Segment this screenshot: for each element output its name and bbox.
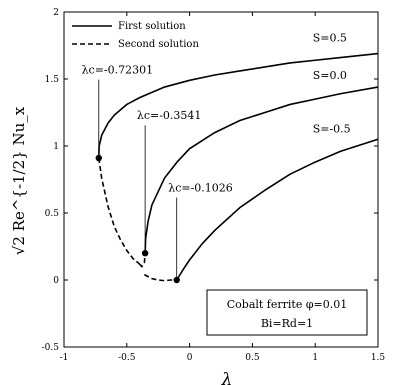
x-tick-label: 0.5: [245, 353, 260, 363]
y-tick-label: -0.5: [42, 343, 60, 353]
x-tick-label: -1: [60, 353, 69, 363]
x-axis-ticks: -1 -0.5 0 0.5 1 1.5: [60, 12, 386, 363]
series-first-solution-s-0-5: [97, 52, 379, 159]
critical-point-label: λc=-0.3541: [137, 109, 202, 122]
curve-label: S=0.5: [313, 31, 347, 44]
annotation-line-1: Cobalt ferrite φ=0.01: [227, 298, 348, 311]
series-second-solution-s-0-5: [97, 157, 140, 265]
x-tick-label: 0: [187, 353, 193, 363]
legend: First solution Second solution: [72, 21, 199, 50]
y-tick-label: 1.5: [45, 75, 60, 85]
critical-point-marker: [173, 276, 180, 284]
x-tick-label: 1: [312, 353, 318, 363]
y-tick-label: 2: [53, 8, 59, 18]
y-axis-label: √2 Re^{-1/2} Nu_x: [10, 106, 28, 255]
critical-point-marker: [95, 154, 102, 162]
annotation-box: Cobalt ferrite φ=0.01 Bi=Rd=1: [206, 289, 368, 336]
x-axis-label: λ: [221, 370, 233, 385]
critical-point-marker: [141, 250, 149, 257]
y-tick-label: 0.5: [45, 209, 60, 219]
annotation-box-frame: [206, 289, 368, 336]
series-second-solution-s-0-5: [144, 273, 177, 282]
critical-points-layer: λc=-0.72301 λc=-0.3541 λc=-0.1026: [82, 64, 233, 284]
axes-frame: [63, 11, 379, 348]
critical-point-label: λc=-0.1026: [168, 182, 233, 195]
series-first-solution-s-0-5: [176, 138, 379, 281]
y-tick-label: 0: [53, 276, 59, 286]
curve-label: S=0.0: [313, 69, 347, 82]
curve-labels-layer: S=0.5 S=0.0 S=-0.5: [313, 31, 351, 135]
x-tick-label: 1.5: [371, 353, 386, 363]
legend-label-first-solution: First solution: [118, 21, 186, 32]
y-axis-ticks: -0.5 0 0.5 1 1.5 2: [42, 8, 378, 353]
plot-area-border: [63, 11, 379, 348]
y-tick-label: 1: [53, 142, 59, 152]
annotation-line-2: Bi=Rd=1: [261, 317, 313, 330]
curve-label: S=-0.5: [313, 123, 351, 136]
x-tick-label: -0.5: [118, 353, 136, 363]
series-second-solution-s-0-0: [138, 253, 146, 268]
series-first-solution-s-0-0: [144, 86, 379, 254]
series-layer: [97, 52, 379, 282]
legend-label-second-solution: Second solution: [118, 39, 199, 50]
critical-point-label: λc=-0.72301: [82, 64, 154, 77]
